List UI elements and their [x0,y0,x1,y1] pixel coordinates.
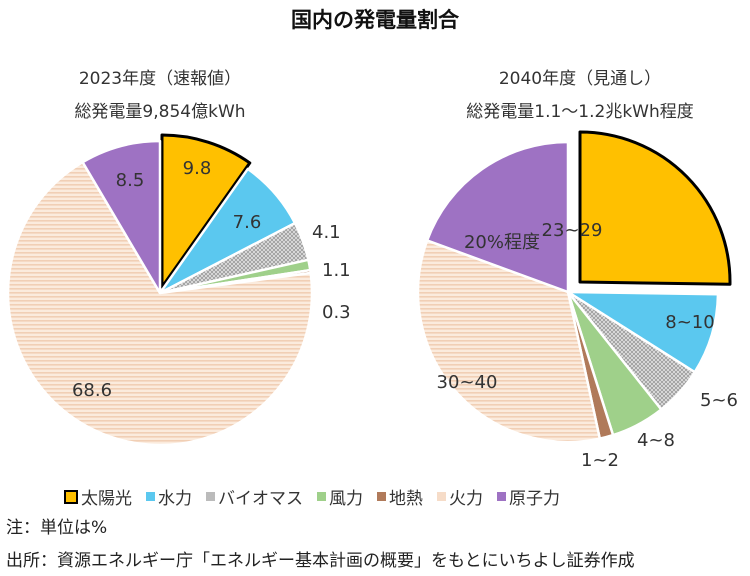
chart-title: 国内の発電量割合 [291,8,459,32]
legend-item-thermal: 火力 [437,484,483,509]
pie1-slice-nuclear [81,139,162,295]
legend-label: 火力 [449,489,483,509]
pie1-label-solar: 9.8 [183,158,212,179]
legend-swatch [206,492,215,501]
left-pie-title: 2023年度（速報値） [78,69,242,89]
source-note: 出所：資源エネルギー庁「エネルギー基本計画の概要」をもとにいちよし証券作成 [6,551,635,571]
pie2-slice-thermal [416,239,602,444]
legend-label: 原子力 [509,489,560,509]
pie1-label-nuclear: 8.5 [116,170,145,191]
legend-item-wind: 風力 [317,484,363,509]
pie1-label-thermal: 68.6 [72,380,112,401]
right-pie-title: 2040年度（見通し） [498,69,662,89]
legend-swatch [377,492,386,501]
pie2-label-nuclear: 20%程度 [464,232,540,253]
pie1-slice-solar [160,133,252,289]
legend-swatch [437,492,446,501]
left-pie-subtitle: 総発電量9,854億kWh [74,102,246,122]
pie2-label-geothermal: 1~2 [581,450,619,471]
legend: 太陽光 水力 バイオマス 風力 地熱 火力 原子力 [64,484,560,509]
pie1-label-hydro: 7.6 [233,212,262,233]
pie2-label-solar: 23~29 [542,220,603,241]
legend-swatch [146,492,155,501]
legend-label: 地熱 [389,489,423,509]
legend-item-hydro: 水力 [146,484,192,509]
pie2-slice-nuclear [425,140,570,294]
pie2-slice-solar [578,130,732,286]
pie2-slice-hydro [566,290,720,374]
pie2-label-thermal: 30~40 [437,372,498,393]
pie2-label-biomass: 5~6 [700,390,738,411]
pie1-label-biomass: 4.1 [312,222,341,243]
legend-label: 水力 [158,489,192,509]
legend-label: バイオマス [218,489,303,509]
pie-charts: 9.8 7.6 4.1 1.1 0.3 68.6 8.5 23~29 8~10 5~6 4~8 1~2… [6,130,738,471]
unit-note: 注：単位は% [6,518,108,538]
pie1-label-geothermal: 0.3 [322,302,351,323]
legend-swatch [317,492,326,501]
legend-item-solar: 太陽光 [64,484,132,509]
legend-swatch [64,489,78,504]
legend-swatch [497,492,506,501]
pie1-label-wind: 1.1 [322,260,351,281]
legend-label: 太陽光 [81,489,132,509]
legend-item-geothermal: 地熱 [377,484,423,509]
pie2-label-wind: 4~8 [637,430,675,451]
pie1-slice-thermal [6,160,314,447]
right-pie-subtitle: 総発電量1.1～1.2兆kWh程度 [466,102,694,122]
legend-label: 風力 [329,489,363,509]
pie2-label-hydro: 8~10 [665,312,714,333]
legend-item-nuclear: 原子力 [497,484,560,509]
legend-item-biomass: バイオマス [206,484,303,509]
